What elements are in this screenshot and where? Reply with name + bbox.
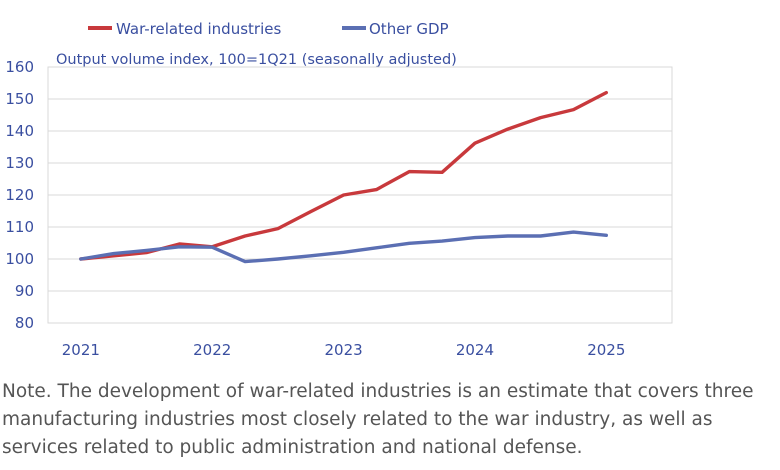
legend-label-other-gdp: Other GDP: [369, 20, 449, 38]
legend: War-related industries Other GDP: [88, 20, 449, 38]
x-tick-label: 2022: [193, 341, 231, 359]
line-chart: War-related industries Other GDP Output …: [5, 20, 673, 359]
y-tick-label: 130: [5, 154, 34, 172]
x-tick-label: 2025: [587, 341, 625, 359]
series-line-war-related: [79, 90, 608, 261]
y-tick-label: 90: [15, 282, 34, 300]
x-tick-label: 2021: [62, 341, 100, 359]
y-tick-label: 80: [15, 314, 34, 332]
y-tick-label: 140: [5, 122, 34, 140]
y-tick-label: 120: [5, 186, 34, 204]
series-line-other-gdp: [79, 230, 608, 264]
chart-note: Note. The development of war-related ind…: [2, 381, 754, 458]
legend-label-war-related: War-related industries: [116, 20, 281, 38]
x-tick-label: 2024: [456, 341, 494, 359]
chart-subtitle: Output volume index, 100=1Q21 (seasonall…: [56, 52, 457, 68]
x-tick-label: 2023: [324, 341, 362, 359]
series-lines: [79, 90, 608, 264]
plot-frame: [47, 66, 673, 324]
y-tick-label: 100: [5, 250, 34, 268]
x-axis-ticks: 2021 2022 2023 2024 2025: [62, 341, 626, 359]
y-tick-label: 110: [5, 218, 34, 236]
y-tick-label: 150: [5, 90, 34, 108]
y-axis-ticks: 80 90 100 110 120 130 140 150 160: [5, 58, 34, 332]
y-tick-label: 160: [5, 58, 34, 76]
